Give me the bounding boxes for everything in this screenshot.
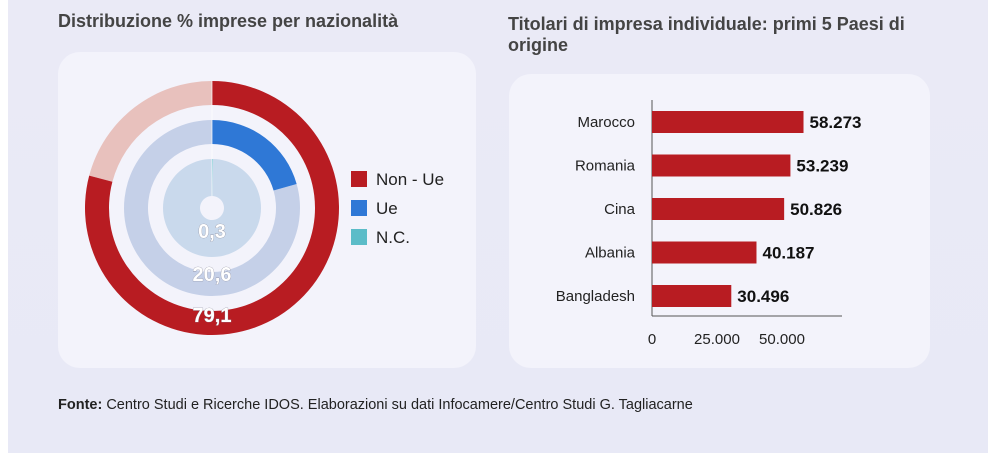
donut-value-label: 79,1 [193, 305, 232, 327]
source-label: Fonte: [58, 397, 103, 413]
bar-value-label: 50.826 [790, 200, 842, 219]
bar-value-label: 40.187 [762, 244, 814, 263]
legend-swatch [351, 171, 367, 187]
bar-value-label: 30.496 [737, 287, 789, 306]
legend-swatch [351, 200, 367, 216]
bar-chart-title: Titolari di impresa individuale: primi 5… [508, 14, 905, 55]
legend-label: Ue [376, 199, 398, 218]
legend-label: N.C. [376, 228, 410, 247]
bar [652, 111, 804, 133]
bar-value-label: 58.273 [810, 113, 862, 132]
source-note: Fonte: Centro Studi e Ricerche IDOS. Ela… [58, 397, 693, 413]
bar [652, 198, 785, 220]
legend-swatch [351, 229, 367, 245]
source-text: Centro Studi e Ricerche IDOS. Elaborazio… [102, 397, 693, 413]
x-tick-label: 25.000 [694, 331, 740, 348]
legend-label: Non - Ue [376, 170, 444, 189]
category-label: Bangladesh [556, 288, 635, 305]
category-label: Romania [575, 158, 636, 175]
donut-ring-track [89, 81, 212, 182]
bar [652, 241, 757, 264]
bar-value-label: 53.239 [796, 157, 848, 176]
x-tick-label: 50.000 [759, 331, 805, 348]
category-label: Cina [604, 201, 636, 218]
donut-ring-track [163, 159, 262, 257]
donut-chart-title: Distribuzione % imprese per nazionalità [58, 11, 399, 31]
category-label: Albania [585, 245, 636, 262]
x-tick-label: 0 [648, 331, 656, 348]
donut-ring-1-segment [212, 120, 297, 191]
donut-value-label: 0,3 [198, 221, 226, 243]
bar [652, 154, 791, 177]
donut-value-label: 20,6 [193, 264, 232, 286]
category-label: Marocco [577, 114, 635, 131]
bar [652, 285, 732, 307]
